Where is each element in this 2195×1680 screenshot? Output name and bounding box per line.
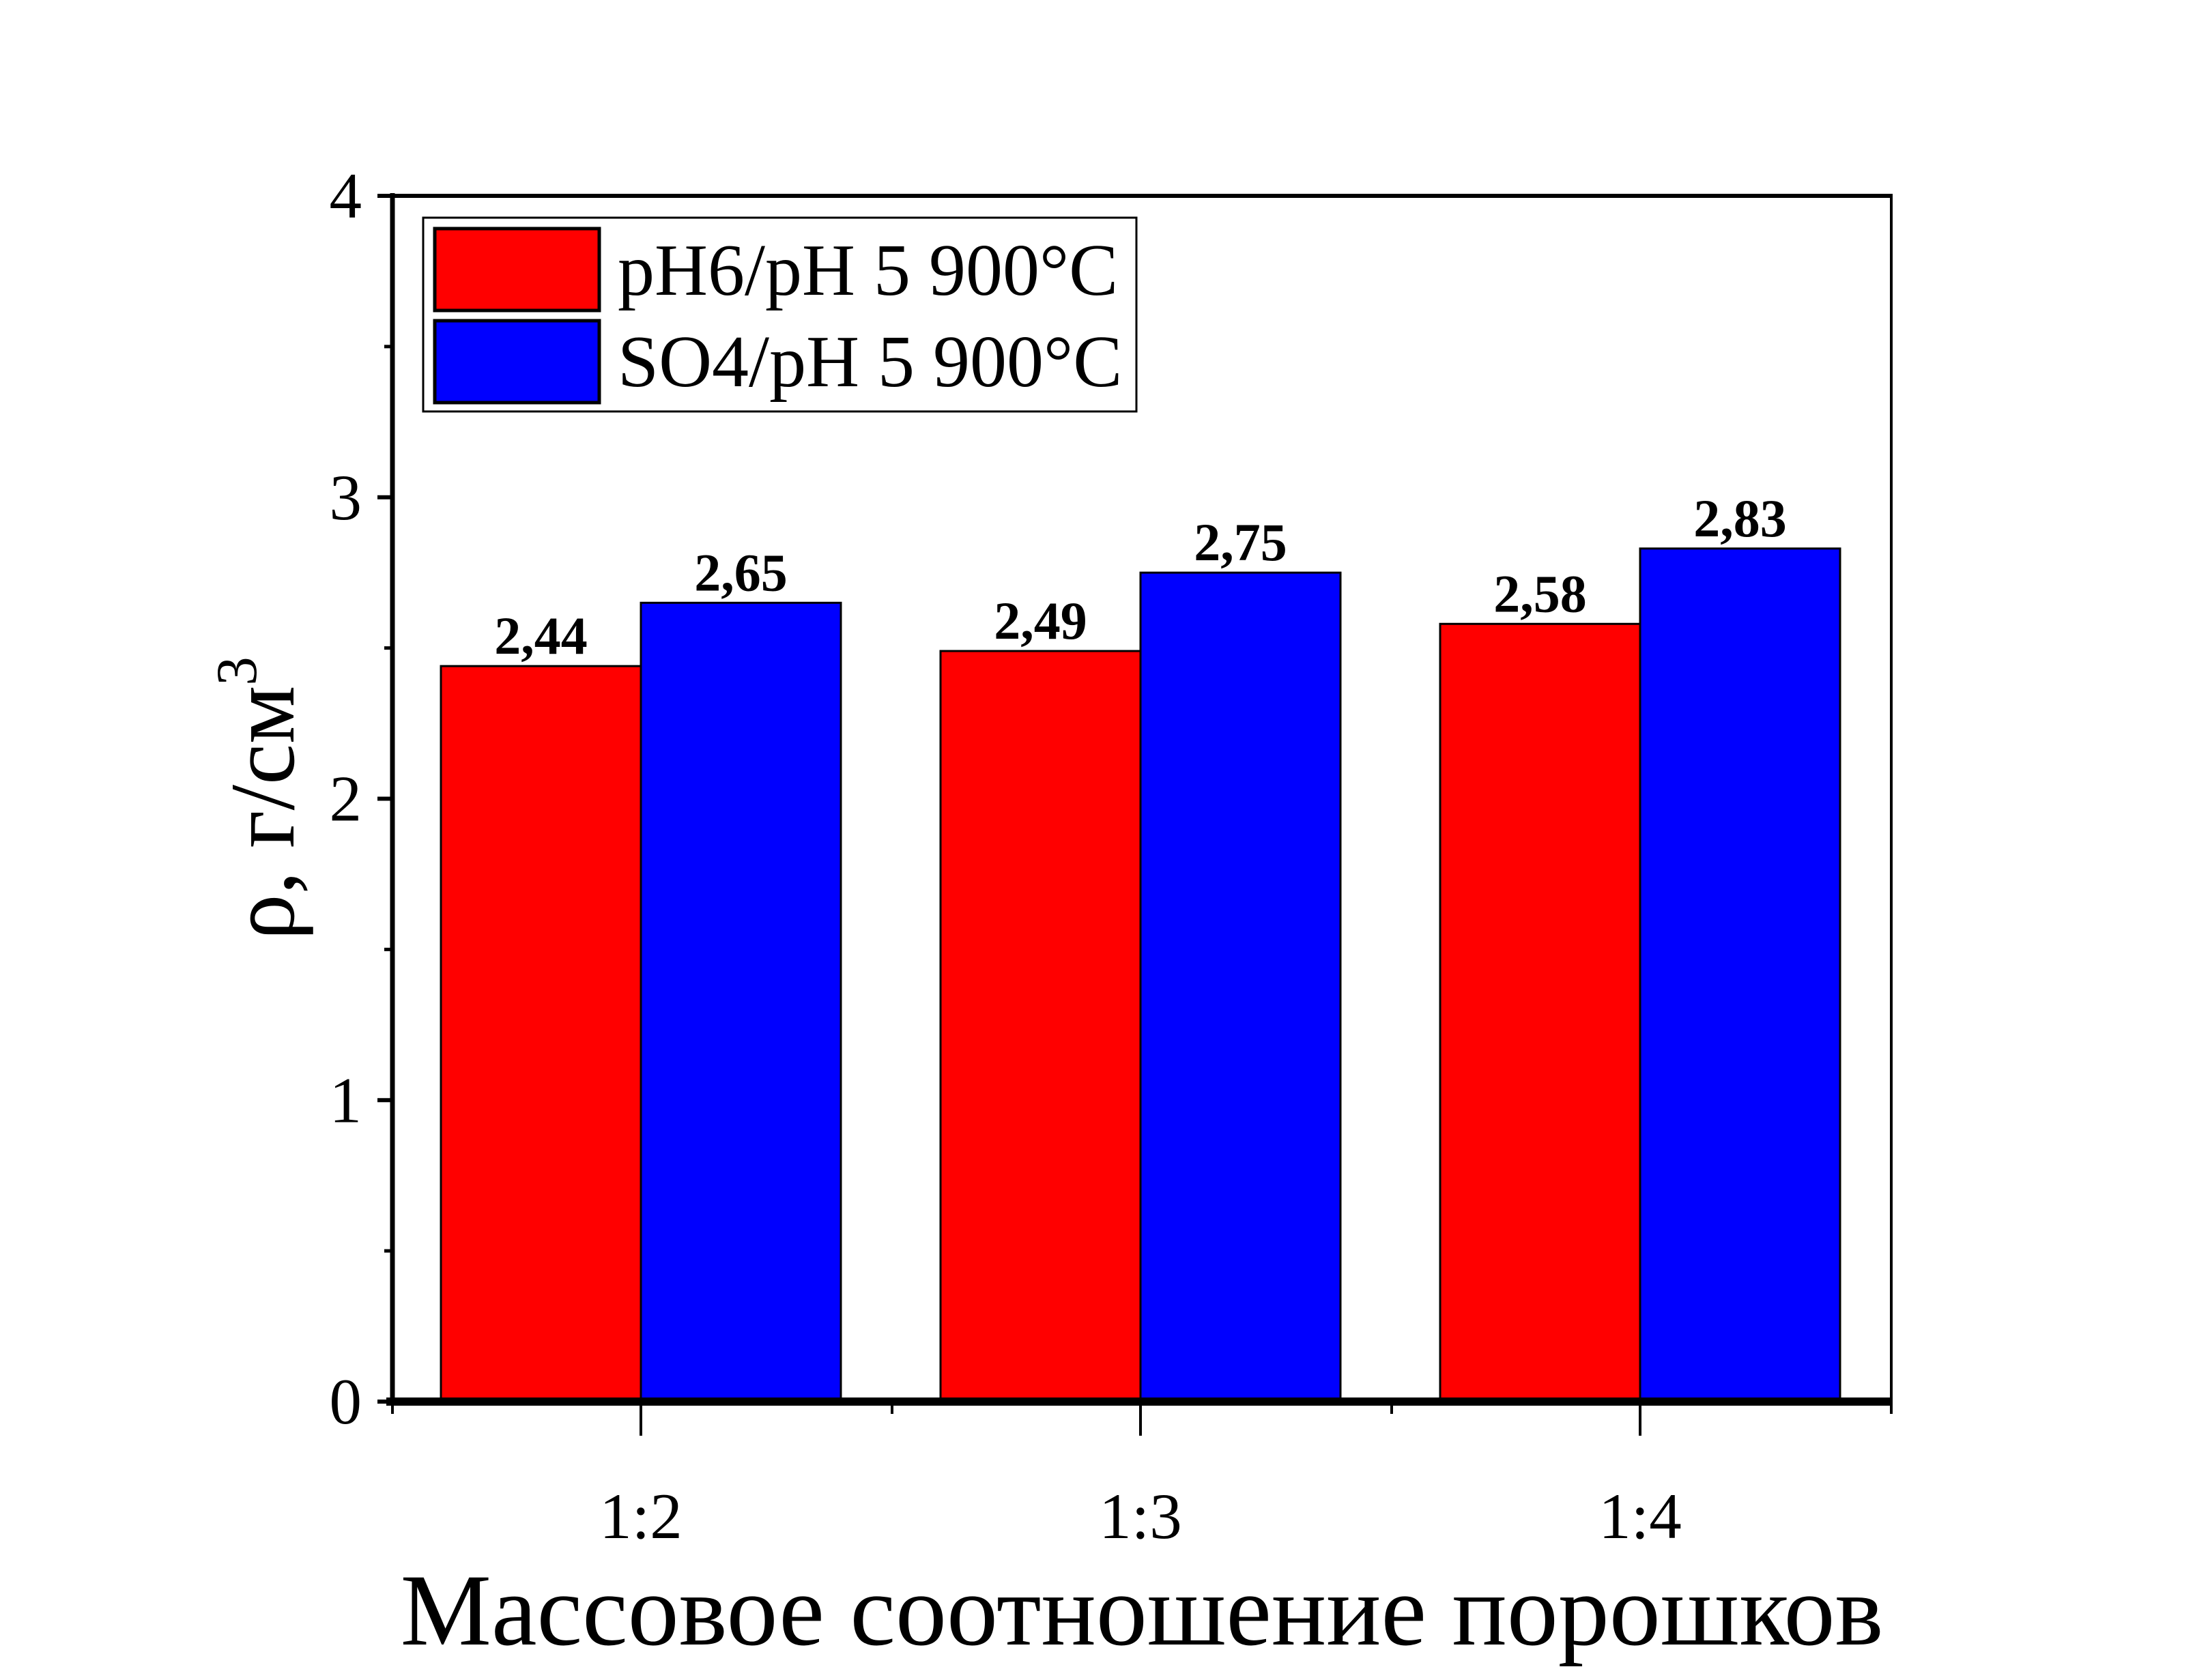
bar-1:3-series-2 — [1139, 571, 1342, 1403]
bars-layer — [440, 547, 1841, 1403]
data-label: 2,58 — [1493, 564, 1587, 623]
bar-1:4-series-2 — [1639, 547, 1841, 1403]
bar-1:2-series-1 — [440, 665, 642, 1403]
legend-label-series-1: pH6/pH 5 900°C — [618, 230, 1118, 311]
data-labels-layer: 2,44 2,49 2,58 2,65 2,75 2,83 — [494, 489, 1787, 665]
x-axis-title: Массовое соотношение порошков — [401, 1554, 1884, 1667]
x-tick-label: 1:2 — [599, 1480, 682, 1552]
y-tick-label: 2 — [330, 763, 362, 835]
data-label: 2,83 — [1693, 489, 1787, 548]
bar-1:3-series-1 — [939, 650, 1142, 1403]
y-tick-label: 1 — [330, 1064, 362, 1136]
y-tick-label: 4 — [330, 160, 362, 232]
bar-1:2-series-2 — [640, 601, 842, 1403]
legend-swatch-series-2 — [433, 319, 601, 405]
legend: pH6/pH 5 900°C SO4/pH 5 900°C — [422, 216, 1138, 413]
y-tick-label: 0 — [330, 1365, 362, 1438]
legend-label-series-2: SO4/pH 5 900°C — [618, 321, 1122, 403]
y-tick-label: 3 — [330, 461, 362, 534]
y-axis-title: ρ, г/см3 — [205, 656, 314, 940]
y-axis-title-superscript: 3 — [205, 656, 269, 686]
x-axis-ticks: 1:2 1:3 1:4 — [391, 1402, 1893, 1552]
data-label: 2,65 — [694, 542, 788, 602]
bar-1:4-series-1 — [1439, 622, 1641, 1403]
legend-swatch-series-1 — [433, 227, 601, 313]
x-tick-label: 1:4 — [1598, 1480, 1681, 1552]
y-axis-title-main: ρ, г/см — [212, 686, 314, 940]
x-tick-label: 1:3 — [1099, 1480, 1181, 1552]
data-label: 2,44 — [494, 606, 588, 665]
data-label: 2,49 — [994, 591, 1087, 650]
y-axis-ticks: 0 1 2 3 4 — [330, 160, 392, 1438]
data-label: 2,75 — [1194, 512, 1287, 572]
